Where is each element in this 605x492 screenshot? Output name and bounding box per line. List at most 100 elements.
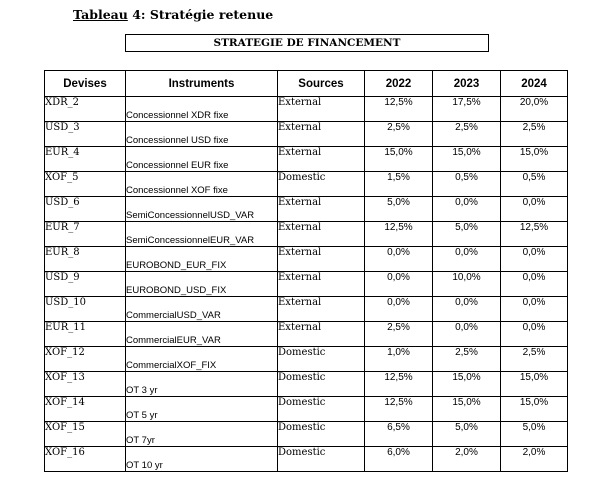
table-row: EUR_11 CommercialEUR_VAR External 2,5% 0,0% 0… [44, 321, 568, 347]
cell-devise: USD_9 [44, 271, 126, 297]
cell-2023: 10,0% [432, 271, 501, 297]
cell-source: Domestic [277, 396, 365, 422]
table-row: USD_6 SemiConcessionnelUSD_VAR External 5,0… [44, 196, 568, 222]
cell-source: Domestic [277, 346, 365, 372]
table-title: STRATEGIE DE FINANCEMENT [125, 34, 489, 52]
header-2024: 2024 [500, 70, 568, 97]
cell-2024: 0,0% [500, 246, 568, 272]
cell-devise: EUR_4 [44, 146, 126, 172]
cell-source: Domestic [277, 446, 365, 472]
cell-2022: 12,5% [364, 221, 433, 247]
cell-source: External [277, 271, 365, 297]
cell-2023: 2,0% [432, 446, 501, 472]
cell-2024: 0,0% [500, 196, 568, 222]
table-row: EUR_7 SemiConcessionnelEUR_VAR External 12,… [44, 221, 568, 247]
table-row: XOF_14 OT 5 yr Domestic 12,5% 15,0% 15,0% [44, 396, 568, 422]
cell-instrument: CommercialUSD_VAR [125, 296, 278, 322]
cell-2023: 5,0% [432, 421, 501, 447]
cell-devise: EUR_11 [44, 321, 126, 347]
cell-2024: 15,0% [500, 146, 568, 172]
cell-2024: 2,5% [500, 346, 568, 372]
table-row: USD_10 CommercialUSD_VAR External 0,0% 0,0% 0… [44, 296, 568, 322]
cell-2022: 6,0% [364, 446, 433, 472]
cell-devise: XOF_12 [44, 346, 126, 372]
caption-rest: 4: Stratégie retenue [127, 7, 274, 22]
table-row: EUR_8 EUROBOND_EUR_FIX External 0,0% 0,0% 0,0… [44, 246, 568, 272]
cell-devise: USD_3 [44, 121, 126, 147]
table-row: XDR_2 Concessionnel XDR fixe External 12,5%… [44, 96, 568, 122]
cell-instrument: OT 10 yr [125, 446, 278, 472]
cell-2022: 15,0% [364, 146, 433, 172]
cell-2024: 0,0% [500, 271, 568, 297]
table-row: XOF_13 OT 3 yr Domestic 12,5% 15,0% 15,0% [44, 371, 568, 397]
table-row: EUR_4 Concessionnel EUR fixe External 15,0%… [44, 146, 568, 172]
cell-2023: 2,5% [432, 346, 501, 372]
table-row: XOF_16 OT 10 yr Domestic 6,0% 2,0% 2,0% [44, 446, 568, 472]
cell-2024: 2,5% [500, 121, 568, 147]
cell-source: Domestic [277, 371, 365, 397]
cell-2024: 5,0% [500, 421, 568, 447]
cell-instrument: EUROBOND_USD_FIX [125, 271, 278, 297]
table-row: XOF_15 OT 7yr Domestic 6,5% 5,0% 5,0% [44, 421, 568, 447]
cell-2022: 0,0% [364, 296, 433, 322]
cell-devise: XOF_14 [44, 396, 126, 422]
cell-instrument: OT 7yr [125, 421, 278, 447]
cell-source: External [277, 296, 365, 322]
cell-source: External [277, 96, 365, 122]
cell-instrument: CommercialEUR_VAR [125, 321, 278, 347]
cell-devise: XOF_15 [44, 421, 126, 447]
cell-instrument: OT 3 yr [125, 371, 278, 397]
cell-2022: 12,5% [364, 371, 433, 397]
cell-2023: 0,0% [432, 246, 501, 272]
cell-source: External [277, 246, 365, 272]
cell-instrument: EUROBOND_EUR_FIX [125, 246, 278, 272]
cell-instrument: Concessionnel XOF fixe [125, 171, 278, 197]
cell-2022: 12,5% [364, 96, 433, 122]
cell-instrument: Concessionnel USD fixe [125, 121, 278, 147]
caption-prefix: Tableau [73, 7, 128, 22]
cell-2024: 15,0% [500, 371, 568, 397]
table-row: XOF_5 Concessionnel XOF fixe Domestic 1,5% 0… [44, 171, 568, 197]
cell-instrument: OT 5 yr [125, 396, 278, 422]
cell-devise: EUR_8 [44, 246, 126, 272]
cell-2023: 0,5% [432, 171, 501, 197]
header-2022: 2022 [364, 70, 433, 97]
cell-2022: 2,5% [364, 121, 433, 147]
cell-2022: 1,0% [364, 346, 433, 372]
header-devises: Devises [44, 70, 126, 97]
cell-instrument: Concessionnel XDR fixe [125, 96, 278, 122]
cell-2023: 15,0% [432, 396, 501, 422]
cell-2023: 17,5% [432, 96, 501, 122]
cell-2023: 5,0% [432, 221, 501, 247]
cell-source: Domestic [277, 171, 365, 197]
financing-strategy-table: Devises Instruments Sources 2022 2023 20… [44, 70, 568, 472]
cell-source: Domestic [277, 421, 365, 447]
cell-2024: 0,0% [500, 321, 568, 347]
cell-devise: USD_6 [44, 196, 126, 222]
cell-devise: XOF_5 [44, 171, 126, 197]
cell-2023: 15,0% [432, 371, 501, 397]
cell-source: External [277, 121, 365, 147]
header-sources: Sources [277, 70, 365, 97]
cell-2022: 0,0% [364, 271, 433, 297]
cell-2024: 15,0% [500, 396, 568, 422]
cell-2023: 15,0% [432, 146, 501, 172]
cell-instrument: CommercialXOF_FIX [125, 346, 278, 372]
cell-2023: 0,0% [432, 321, 501, 347]
cell-devise: XOF_13 [44, 371, 126, 397]
cell-2022: 1,5% [364, 171, 433, 197]
cell-2024: 12,5% [500, 221, 568, 247]
cell-2024: 0,0% [500, 296, 568, 322]
cell-instrument: SemiConcessionnelUSD_VAR [125, 196, 278, 222]
cell-2023: 0,0% [432, 196, 501, 222]
cell-2022: 6,5% [364, 421, 433, 447]
cell-2023: 0,0% [432, 296, 501, 322]
cell-source: External [277, 321, 365, 347]
header-row: Devises Instruments Sources 2022 2023 20… [44, 70, 568, 97]
cell-devise: XOF_16 [44, 446, 126, 472]
table-row: XOF_12 CommercialXOF_FIX Domestic 1,0% 2,5% 2… [44, 346, 568, 372]
cell-2022: 2,5% [364, 321, 433, 347]
header-2023: 2023 [432, 70, 501, 97]
cell-2024: 20,0% [500, 96, 568, 122]
cell-devise: EUR_7 [44, 221, 126, 247]
